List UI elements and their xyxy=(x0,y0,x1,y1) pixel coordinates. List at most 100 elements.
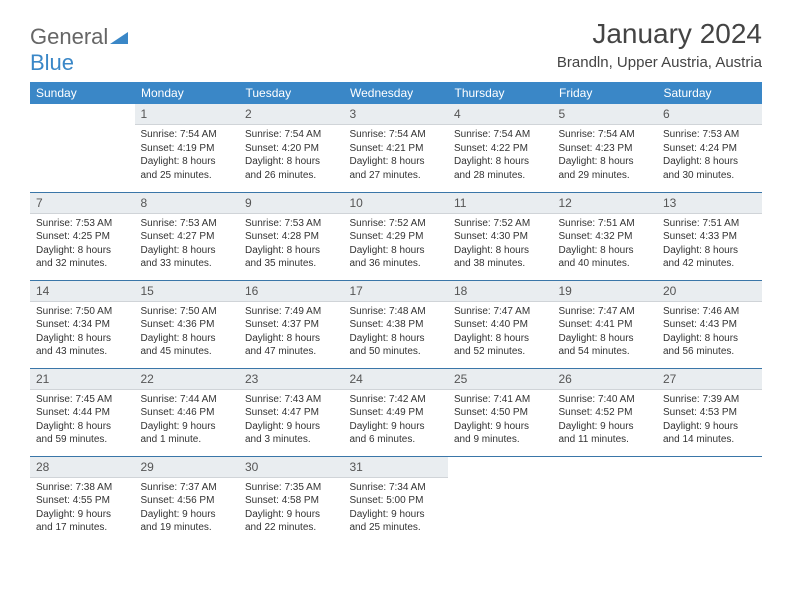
day-body: Sunrise: 7:54 AMSunset: 4:21 PMDaylight:… xyxy=(344,125,449,188)
calendar-day-cell: 4Sunrise: 7:54 AMSunset: 4:22 PMDaylight… xyxy=(448,104,553,192)
day-number: 2 xyxy=(239,104,344,125)
sunrise-text: Sunrise: 7:53 AM xyxy=(663,128,756,142)
sunrise-text: Sunrise: 7:39 AM xyxy=(663,393,756,407)
daylight-text: Daylight: 8 hours and 38 minutes. xyxy=(454,244,547,271)
calendar-day-cell: 10 Sunrise: 7:52 AMSunset: 4:29 PMDayligh… xyxy=(344,192,449,280)
sunrise-text: Sunrise: 7:50 AM xyxy=(141,305,234,319)
sunset-text: Sunset: 4:19 PM xyxy=(141,142,234,156)
sunrise-text: Sunrise: 7:49 AM xyxy=(245,305,338,319)
sunrise-text: Sunrise: 7:53 AM xyxy=(141,217,234,231)
sunrise-text: Sunrise: 7:54 AM xyxy=(454,128,547,142)
daylight-text: Daylight: 8 hours and 32 minutes. xyxy=(36,244,129,271)
page-title: January 2024 xyxy=(557,18,762,50)
daylight-text: Daylight: 8 hours and 35 minutes. xyxy=(245,244,338,271)
day-body: Sunrise: 7:53 AMSunset: 4:28 PMDaylight:… xyxy=(239,214,344,277)
day-number: 15 xyxy=(135,281,240,302)
day-number: 4 xyxy=(448,104,553,125)
sunrise-text: Sunrise: 7:41 AM xyxy=(454,393,547,407)
sunset-text: Sunset: 4:52 PM xyxy=(559,406,652,420)
day-number: 12 xyxy=(553,193,658,214)
calendar-day-cell: 14Sunrise: 7:50 AMSunset: 4:34 PMDayligh… xyxy=(30,280,135,368)
day-number: 19 xyxy=(553,281,658,302)
sunset-text: Sunset: 4:50 PM xyxy=(454,406,547,420)
sunset-text: Sunset: 4:34 PM xyxy=(36,318,129,332)
daylight-text: Daylight: 8 hours and 54 minutes. xyxy=(559,332,652,359)
sunset-text: Sunset: 5:00 PM xyxy=(350,494,443,508)
daylight-text: Daylight: 8 hours and 47 minutes. xyxy=(245,332,338,359)
daylight-text: Daylight: 9 hours and 25 minutes. xyxy=(350,508,443,535)
calendar-day-cell: 22Sunrise: 7:44 AMSunset: 4:46 PMDayligh… xyxy=(135,368,240,456)
sunset-text: Sunset: 4:21 PM xyxy=(350,142,443,156)
calendar-day-cell: 18Sunrise: 7:47 AMSunset: 4:40 PMDayligh… xyxy=(448,280,553,368)
calendar-day-cell: 2Sunrise: 7:54 AMSunset: 4:20 PMDaylight… xyxy=(239,104,344,192)
daylight-text: Daylight: 9 hours and 3 minutes. xyxy=(245,420,338,447)
daylight-text: Daylight: 9 hours and 19 minutes. xyxy=(141,508,234,535)
calendar-day-cell: 17Sunrise: 7:48 AMSunset: 4:38 PMDayligh… xyxy=(344,280,449,368)
daylight-text: Daylight: 9 hours and 1 minute. xyxy=(141,420,234,447)
day-number: 13 xyxy=(657,193,762,214)
sunset-text: Sunset: 4:29 PM xyxy=(350,230,443,244)
day-number: 11 xyxy=(448,193,553,214)
calendar-week-row: 7Sunrise: 7:53 AMSunset: 4:25 PMDaylight… xyxy=(30,192,762,280)
daylight-text: Daylight: 9 hours and 9 minutes. xyxy=(454,420,547,447)
sunset-text: Sunset: 4:28 PM xyxy=(245,230,338,244)
day-body: Sunrise: 7:52 AMSunset: 4:30 PMDaylight:… xyxy=(448,214,553,277)
day-body: Sunrise: 7:38 AMSunset: 4:55 PMDaylight:… xyxy=(30,478,135,541)
sunrise-text: Sunrise: 7:43 AM xyxy=(245,393,338,407)
day-body: Sunrise: 7:48 AMSunset: 4:38 PMDaylight:… xyxy=(344,302,449,365)
sunrise-text: Sunrise: 7:54 AM xyxy=(559,128,652,142)
day-number: 22 xyxy=(135,369,240,390)
day-number: 5 xyxy=(553,104,658,125)
brand-logo: General Blue xyxy=(30,24,128,76)
calendar-week-row: 28Sunrise: 7:38 AMSunset: 4:55 PMDayligh… xyxy=(30,456,762,544)
day-number: 6 xyxy=(657,104,762,125)
calendar-day-cell: 27Sunrise: 7:39 AMSunset: 4:53 PMDayligh… xyxy=(657,368,762,456)
daylight-text: Daylight: 8 hours and 25 minutes. xyxy=(141,155,234,182)
sunrise-text: Sunrise: 7:46 AM xyxy=(663,305,756,319)
weekday-header: Tuesday xyxy=(239,82,344,104)
daylight-text: Daylight: 8 hours and 36 minutes. xyxy=(350,244,443,271)
sunset-text: Sunset: 4:55 PM xyxy=(36,494,129,508)
calendar-day-cell: 24Sunrise: 7:42 AMSunset: 4:49 PMDayligh… xyxy=(344,368,449,456)
day-body: Sunrise: 7:54 AMSunset: 4:19 PMDaylight:… xyxy=(135,125,240,188)
calendar-day-cell: 8Sunrise: 7:53 AMSunset: 4:27 PMDaylight… xyxy=(135,192,240,280)
calendar-day-cell: 26Sunrise: 7:40 AMSunset: 4:52 PMDayligh… xyxy=(553,368,658,456)
day-body: Sunrise: 7:51 AMSunset: 4:32 PMDaylight:… xyxy=(553,214,658,277)
day-number: 1 xyxy=(135,104,240,125)
day-number: 10 xyxy=(344,193,449,214)
calendar-week-row: 14Sunrise: 7:50 AMSunset: 4:34 PMDayligh… xyxy=(30,280,762,368)
day-body: Sunrise: 7:40 AMSunset: 4:52 PMDaylight:… xyxy=(553,390,658,453)
day-body: Sunrise: 7:35 AMSunset: 4:58 PMDaylight:… xyxy=(239,478,344,541)
sunset-text: Sunset: 4:23 PM xyxy=(559,142,652,156)
calendar-day-cell: 23Sunrise: 7:43 AMSunset: 4:47 PMDayligh… xyxy=(239,368,344,456)
sunset-text: Sunset: 4:46 PM xyxy=(141,406,234,420)
day-number: 3 xyxy=(344,104,449,125)
day-body: Sunrise: 7:53 AMSunset: 4:27 PMDaylight:… xyxy=(135,214,240,277)
day-body: Sunrise: 7:37 AMSunset: 4:56 PMDaylight:… xyxy=(135,478,240,541)
day-body: Sunrise: 7:51 AMSunset: 4:33 PMDaylight:… xyxy=(657,214,762,277)
brand-part1: General xyxy=(30,24,108,49)
calendar-day-cell: 15Sunrise: 7:50 AMSunset: 4:36 PMDayligh… xyxy=(135,280,240,368)
sunrise-text: Sunrise: 7:47 AM xyxy=(454,305,547,319)
daylight-text: Daylight: 9 hours and 6 minutes. xyxy=(350,420,443,447)
weekday-header: Thursday xyxy=(448,82,553,104)
day-body: Sunrise: 7:47 AMSunset: 4:41 PMDaylight:… xyxy=(553,302,658,365)
sunrise-text: Sunrise: 7:38 AM xyxy=(36,481,129,495)
day-number: 26 xyxy=(553,369,658,390)
sunset-text: Sunset: 4:30 PM xyxy=(454,230,547,244)
calendar-day-cell: 30Sunrise: 7:35 AMSunset: 4:58 PMDayligh… xyxy=(239,456,344,544)
daylight-text: Daylight: 9 hours and 11 minutes. xyxy=(559,420,652,447)
calendar-day-cell: 29Sunrise: 7:37 AMSunset: 4:56 PMDayligh… xyxy=(135,456,240,544)
calendar-day-cell: 31Sunrise: 7:34 AMSunset: 5:00 PMDayligh… xyxy=(344,456,449,544)
day-body: Sunrise: 7:50 AMSunset: 4:34 PMDaylight:… xyxy=(30,302,135,365)
calendar-day-cell: 20Sunrise: 7:46 AMSunset: 4:43 PMDayligh… xyxy=(657,280,762,368)
page-header: January 2024 Brandln, Upper Austria, Aus… xyxy=(557,18,762,71)
location-text: Brandln, Upper Austria, Austria xyxy=(557,54,762,71)
sunrise-text: Sunrise: 7:52 AM xyxy=(350,217,443,231)
daylight-text: Daylight: 8 hours and 40 minutes. xyxy=(559,244,652,271)
sunset-text: Sunset: 4:32 PM xyxy=(559,230,652,244)
sunset-text: Sunset: 4:53 PM xyxy=(663,406,756,420)
daylight-text: Daylight: 8 hours and 59 minutes. xyxy=(36,420,129,447)
sunrise-text: Sunrise: 7:40 AM xyxy=(559,393,652,407)
sunrise-text: Sunrise: 7:47 AM xyxy=(559,305,652,319)
